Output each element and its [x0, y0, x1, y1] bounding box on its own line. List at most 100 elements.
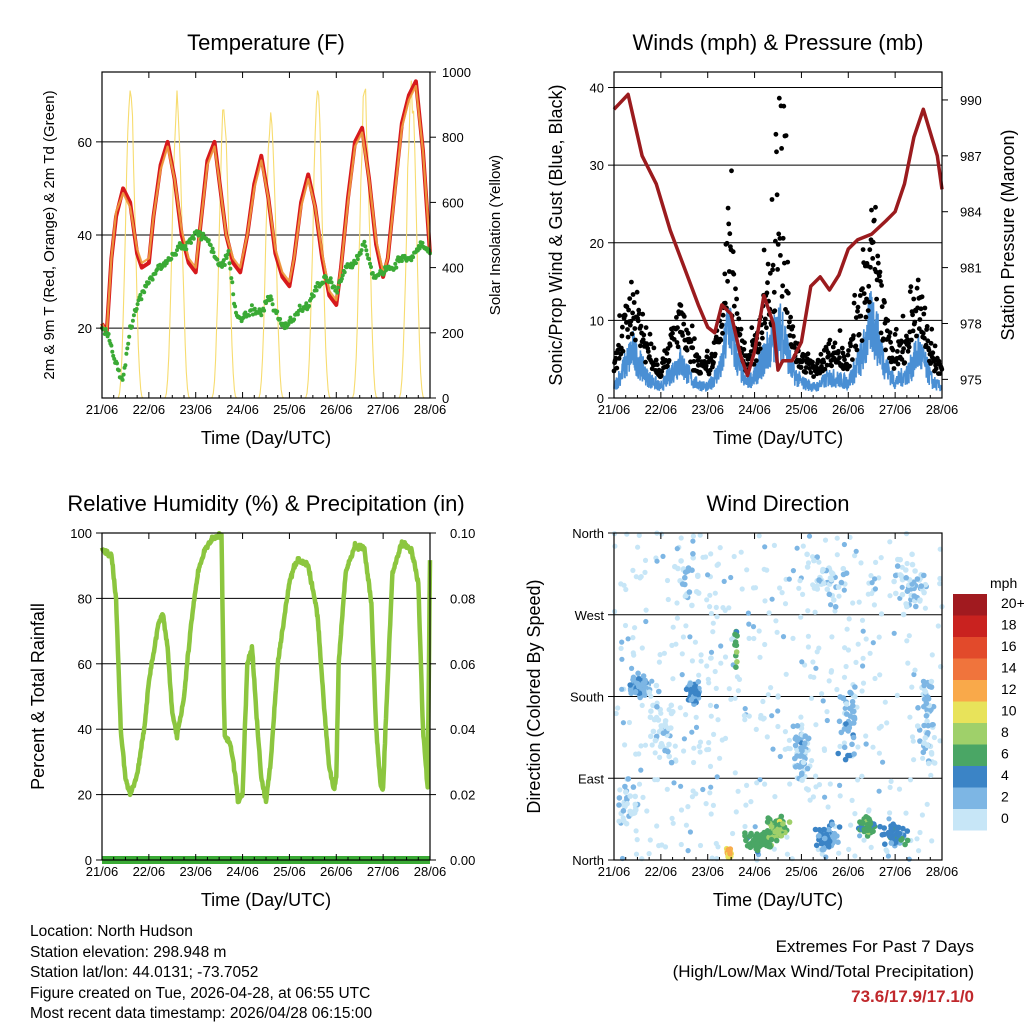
direction-point — [841, 740, 848, 746]
dewpoint-point — [116, 368, 121, 373]
gust-point — [788, 314, 793, 320]
direction-point — [843, 570, 850, 576]
gust-point — [770, 262, 776, 268]
direction-point — [762, 837, 768, 844]
direction-point — [756, 628, 762, 634]
direction-point — [696, 743, 702, 750]
direction-point — [794, 545, 800, 551]
direction-point — [777, 753, 783, 760]
gust-point — [617, 313, 622, 318]
direction-point — [673, 641, 679, 647]
dewpoint-point — [304, 301, 309, 306]
direction-point — [840, 565, 847, 572]
direction-point — [768, 685, 774, 691]
x-tick-label: 26/06 — [832, 864, 865, 879]
dewpoint-point — [131, 313, 136, 318]
gust-point — [906, 341, 911, 346]
direction-point — [920, 755, 926, 761]
gust-point — [818, 351, 824, 357]
gust-point — [759, 330, 765, 336]
gust-point — [893, 326, 899, 332]
x-tick-label: 22/06 — [133, 864, 166, 879]
direction-point — [783, 671, 789, 677]
direction-point — [786, 819, 793, 825]
direction-point — [911, 593, 918, 599]
gust-point — [614, 365, 620, 371]
gust-point — [704, 348, 710, 354]
direction-point — [853, 548, 859, 554]
direction-point — [643, 618, 649, 625]
gust-point — [719, 322, 725, 328]
y2-tick-label: 990 — [960, 93, 982, 108]
dewpoint-point — [365, 252, 370, 257]
gust-point — [855, 308, 860, 314]
gust-point — [625, 334, 631, 340]
gust-point — [780, 235, 786, 241]
direction-point — [635, 544, 641, 550]
gust-point — [869, 207, 874, 213]
y-tick-label: 40 — [78, 228, 92, 243]
gust-point — [741, 347, 747, 352]
direction-point — [909, 734, 916, 740]
direction-point — [909, 684, 915, 690]
gust-point — [837, 328, 843, 333]
direction-point — [892, 572, 899, 579]
gust-point — [764, 325, 769, 331]
direction-point — [666, 753, 672, 760]
direction-point — [787, 781, 793, 787]
gust-point — [924, 324, 930, 329]
direction-point — [669, 642, 675, 649]
direction-point — [790, 635, 796, 642]
direction-point — [809, 758, 815, 764]
direction-point — [632, 801, 639, 808]
gust-point — [870, 239, 876, 245]
direction-point — [814, 583, 820, 590]
y2-tick-label: 0.02 — [450, 788, 475, 803]
gust-point — [920, 330, 926, 336]
gust-point — [846, 348, 851, 353]
direction-point — [805, 608, 811, 614]
direction-point — [654, 823, 660, 829]
direction-point — [888, 826, 894, 832]
direction-point — [718, 660, 724, 666]
direction-point — [730, 830, 736, 837]
direction-point — [615, 705, 621, 711]
direction-point — [704, 597, 710, 603]
x-tick-label: 23/06 — [691, 864, 724, 879]
gust-point — [684, 347, 690, 353]
gust-point — [681, 314, 687, 319]
direction-point — [794, 723, 801, 729]
direction-point — [928, 772, 934, 779]
gust-point — [898, 338, 904, 344]
direction-point — [671, 780, 677, 786]
direction-point — [766, 610, 772, 616]
dewpoint-point — [130, 324, 134, 329]
direction-point — [871, 602, 878, 608]
direction-point — [812, 609, 818, 615]
pressure-line — [612, 92, 944, 378]
gust-point — [878, 330, 884, 336]
dewpoint-point — [359, 248, 364, 253]
gust-point — [827, 337, 833, 343]
dewpoint-point — [206, 238, 211, 243]
direction-point — [732, 695, 738, 701]
dewpoint-point — [409, 258, 414, 263]
colorbar-title: mph — [990, 575, 1017, 591]
direction-point — [925, 730, 931, 736]
gust-point — [720, 330, 725, 336]
direction-point — [922, 605, 929, 611]
gust-point — [692, 336, 697, 342]
y2-axis-label: Station Pressure (Maroon) — [998, 129, 1018, 340]
extremes-box: Extremes For Past 7 Days (High/Low/Max W… — [673, 934, 974, 1009]
direction-point — [837, 743, 843, 750]
dewpoint-point — [233, 304, 238, 309]
direction-point — [904, 560, 910, 567]
direction-point — [670, 624, 676, 630]
direction-point — [721, 578, 727, 585]
direction-point — [710, 629, 716, 635]
dewpoint-point — [124, 351, 129, 356]
direction-point — [921, 572, 927, 579]
direction-point — [752, 824, 758, 830]
direction-point — [880, 759, 886, 765]
direction-point — [665, 596, 671, 603]
